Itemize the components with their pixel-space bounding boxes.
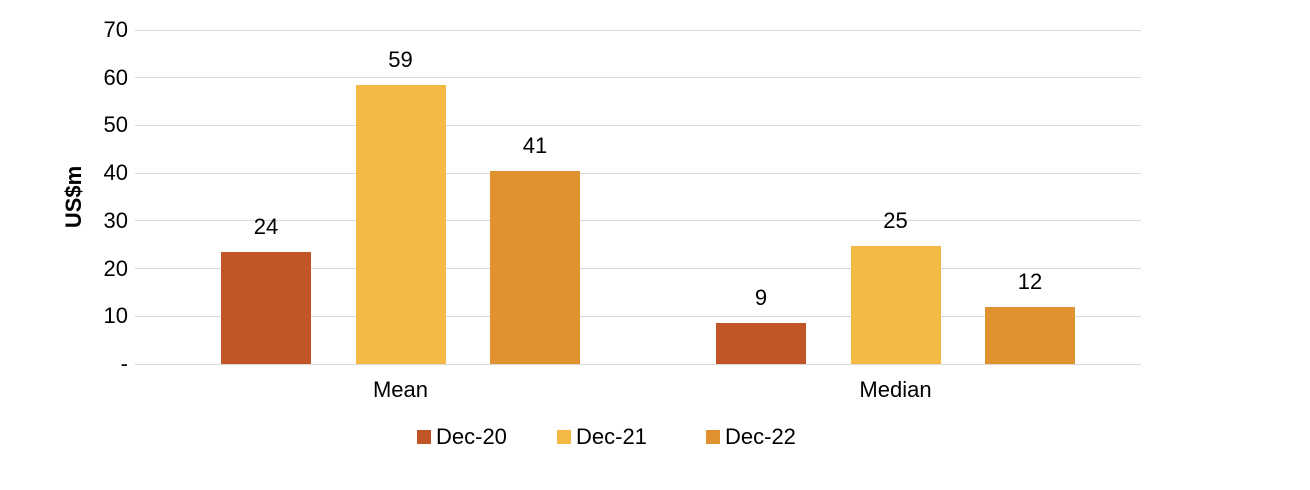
legend-label: Dec-22 — [725, 424, 796, 449]
y-tick-label: 20 — [103, 255, 128, 281]
legend-label: Dec-20 — [436, 424, 507, 449]
y-tick-label: 30 — [103, 207, 128, 233]
gridline — [135, 315, 1141, 317]
legend-item-dec-21: Dec-21 — [557, 424, 647, 450]
gridline — [135, 172, 1141, 174]
gridline — [135, 268, 1141, 270]
legend-item-dec-20: Dec-20 — [417, 424, 507, 450]
gridline — [135, 220, 1141, 222]
bar-dec-20-mean — [221, 252, 311, 364]
y-tick-label: 70 — [103, 17, 128, 42]
bar-value-label: 59 — [388, 46, 413, 72]
legend-swatch-dec-22 — [706, 430, 720, 444]
x-category-label-median: Median — [859, 377, 932, 402]
bar-dec-21-median — [850, 246, 941, 364]
y-tick-label: 50 — [103, 112, 128, 138]
gridline — [135, 363, 1141, 365]
legend-label: Dec-21 — [576, 424, 647, 449]
gridline — [135, 29, 1141, 31]
y-tick-label: 10 — [103, 303, 128, 329]
legend-swatch-dec-20 — [417, 430, 431, 444]
y-tick-label: 40 — [103, 160, 128, 186]
gridline — [135, 124, 1141, 126]
bar-value-label: 9 — [754, 285, 768, 311]
bar-value-label: 12 — [1017, 268, 1043, 294]
bar-dec-22-median — [985, 306, 1075, 364]
bar-dec-21-mean — [355, 84, 446, 364]
legend-swatch-dec-21 — [557, 430, 571, 444]
gridline — [135, 77, 1141, 79]
bar-dec-20-median — [716, 323, 806, 364]
bar-dec-22-mean — [490, 170, 580, 364]
bar-value-label: 24 — [253, 214, 279, 240]
legend-item-dec-22: Dec-22 — [706, 424, 796, 450]
bar-value-label: 25 — [883, 208, 908, 234]
y-tick-label: 60 — [103, 64, 128, 90]
bar-value-label: 41 — [522, 132, 548, 158]
y-tick-label: - — [120, 351, 128, 376]
x-category-label-mean: Mean — [372, 377, 429, 402]
